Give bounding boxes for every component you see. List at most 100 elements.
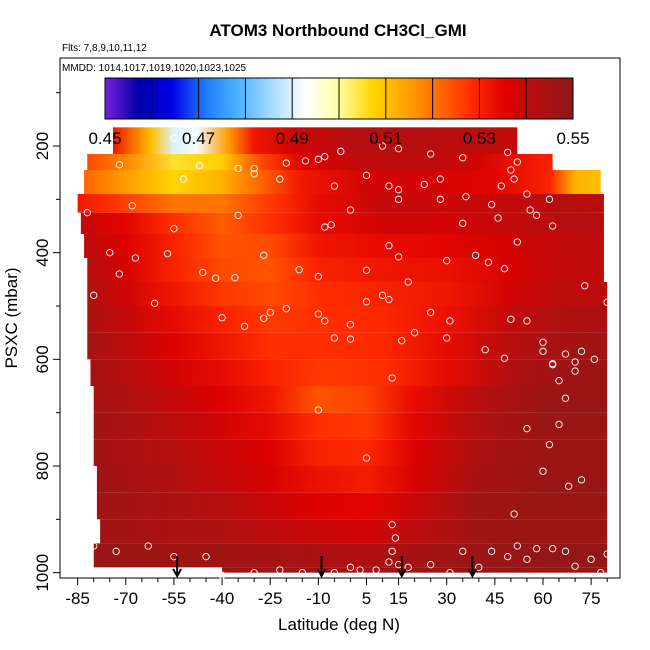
observation-point <box>420 180 428 189</box>
x-tick-label: 45 <box>485 589 504 608</box>
heatmap-layer <box>77 194 604 213</box>
x-tick-label: -10 <box>306 589 331 608</box>
observation-point <box>195 162 204 170</box>
chart-title: ATOM3 Northbound CH3Cl_GMI <box>209 21 466 40</box>
heatmap-layer <box>96 492 608 520</box>
observation-point <box>314 310 322 318</box>
y-axis-label: PSXC (mbar) <box>2 267 21 368</box>
observation-point <box>301 157 310 165</box>
heatmap-layer <box>80 212 604 234</box>
observation-point <box>571 358 579 366</box>
observation-point <box>388 521 396 529</box>
observation-point <box>391 534 400 542</box>
observation-point <box>388 547 396 555</box>
heatmap-layer <box>112 127 518 154</box>
observation-point <box>385 558 393 566</box>
observation-point <box>577 476 586 484</box>
observation-point <box>459 219 467 227</box>
observation-point <box>494 214 502 222</box>
x-axis-label: Latitude (deg N) <box>278 615 400 634</box>
observation-point <box>507 315 515 323</box>
observation-point <box>427 308 435 317</box>
colorbar-tick-label: 0.47 <box>182 129 215 148</box>
observation-point <box>314 155 322 163</box>
observation-point <box>337 147 345 155</box>
observation-point <box>471 251 480 259</box>
observation-point <box>481 346 489 354</box>
observation-point <box>128 202 136 210</box>
observation-point <box>260 251 268 259</box>
observation-point <box>330 334 339 342</box>
heatmap-layer <box>87 332 608 360</box>
observation-point <box>179 175 188 183</box>
x-tick-label: -40 <box>210 589 235 608</box>
observation-point <box>513 158 521 166</box>
observation-point <box>545 441 554 449</box>
observation-point <box>526 206 534 214</box>
observation-point <box>394 195 403 203</box>
heatmap-layer <box>93 543 608 568</box>
x-tick-label: 60 <box>534 589 553 608</box>
observation-point <box>555 420 563 429</box>
observation-point <box>83 209 91 217</box>
observation-point <box>603 298 611 306</box>
observation-point <box>590 355 598 363</box>
heatmap-layer <box>87 282 608 306</box>
colorbar-tick-label: 0.49 <box>276 129 309 148</box>
observation-point <box>170 225 178 233</box>
observation-point <box>356 566 364 574</box>
observation-point <box>532 545 541 553</box>
observation-point <box>218 314 226 322</box>
observation-point <box>443 334 451 342</box>
dates-note: MMDD: 1014,1017,1019,1020,1023,1025 <box>62 63 246 74</box>
colorbar-tick-label: 0.45 <box>88 129 121 148</box>
observation-point <box>250 164 258 173</box>
observation-point <box>388 374 396 382</box>
observation-point <box>362 298 371 306</box>
observation-point <box>250 569 258 577</box>
observation-point <box>314 273 322 281</box>
observation-point <box>404 563 412 571</box>
observation-point <box>282 305 290 313</box>
observation-point <box>484 258 493 266</box>
observation-point <box>443 257 451 265</box>
observation-point <box>314 406 322 414</box>
observation-point <box>90 291 98 299</box>
observation-point <box>282 159 290 167</box>
observation-point <box>487 201 496 209</box>
observation-point <box>597 569 605 577</box>
observation-point <box>548 361 557 369</box>
observation-point <box>548 545 557 553</box>
observation-point <box>234 211 242 219</box>
flight-marker-arrow <box>172 556 183 579</box>
heatmap-layer <box>84 234 604 258</box>
observation-point <box>561 547 570 555</box>
y-tick-label: 800 <box>33 452 52 480</box>
heatmap-layer <box>96 466 608 493</box>
observation-point <box>532 211 541 219</box>
observation-point <box>394 253 403 261</box>
colorbar-tick-label: 0.51 <box>369 129 402 148</box>
observation-point <box>250 170 258 178</box>
colorbar-tick-label: 0.53 <box>463 129 496 148</box>
observation-point <box>497 182 505 190</box>
observation-point <box>500 354 509 362</box>
observation-point <box>115 161 124 169</box>
x-tick-label: 30 <box>437 589 456 608</box>
observation-point <box>510 175 518 183</box>
observation-point <box>346 321 355 329</box>
observation-point <box>346 206 355 214</box>
observation-point <box>510 510 518 518</box>
observation-point <box>398 337 406 345</box>
observation-point <box>487 547 496 555</box>
observation-point <box>475 563 483 571</box>
observation-point <box>90 542 98 550</box>
observation-point <box>362 454 371 462</box>
flight-marker-arrow <box>467 556 478 579</box>
observation-point <box>436 175 444 183</box>
observation-point <box>202 553 210 561</box>
observation-point <box>163 250 172 258</box>
plot-frame <box>59 57 621 579</box>
observation-point <box>603 550 611 558</box>
y-tick-label: 200 <box>33 132 52 160</box>
